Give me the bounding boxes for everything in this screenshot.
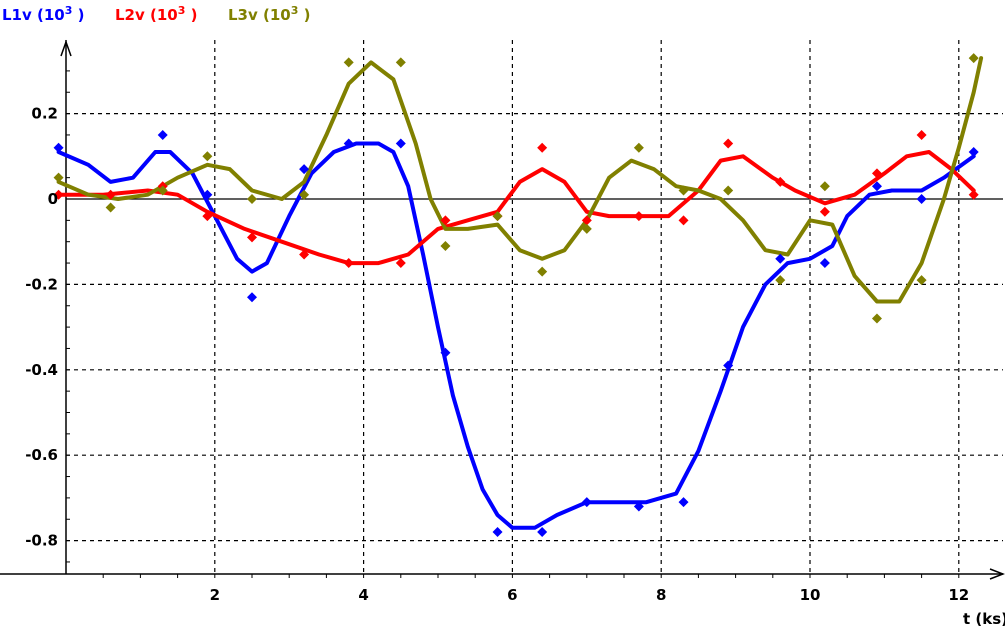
legend-entry-3: L3v (103 ) xyxy=(228,4,310,24)
y-tick-label: -0.8 xyxy=(25,532,58,550)
x-tick-label: 8 xyxy=(656,586,666,604)
series-points xyxy=(53,53,979,538)
data-point-series-3 xyxy=(871,313,882,324)
data-point-series-2 xyxy=(678,215,689,226)
data-point-series-1 xyxy=(299,164,310,175)
data-point-series-1 xyxy=(157,129,168,140)
x-tick-label: 10 xyxy=(800,586,821,604)
data-point-series-3 xyxy=(723,185,734,196)
data-point-series-1 xyxy=(871,181,882,192)
data-point-series-1 xyxy=(633,501,644,512)
data-point-series-1 xyxy=(678,497,689,508)
data-point-series-3 xyxy=(633,142,644,153)
y-tick-label: -0.6 xyxy=(25,446,58,464)
series-curve-3 xyxy=(56,56,984,304)
data-point-series-3 xyxy=(395,57,406,68)
data-point-series-2 xyxy=(299,249,310,260)
data-point-series-2 xyxy=(819,206,830,217)
data-point-series-3 xyxy=(343,57,354,68)
data-point-series-3 xyxy=(53,172,64,183)
data-point-series-1 xyxy=(723,360,734,371)
data-point-series-3 xyxy=(492,211,503,222)
series-curves xyxy=(56,56,984,530)
data-point-series-1 xyxy=(247,292,257,303)
data-point-series-1 xyxy=(916,194,927,204)
legend: L1v (103 ) L2v (103 ) L3v (103 ) xyxy=(2,4,310,24)
axes xyxy=(0,39,1005,580)
data-point-series-3 xyxy=(537,266,548,277)
data-point-series-3 xyxy=(247,194,257,204)
x-tick-label: 12 xyxy=(948,586,969,604)
data-point-series-3 xyxy=(440,240,451,251)
data-point-series-3 xyxy=(299,189,310,200)
y-tick-label: 0 xyxy=(48,190,58,208)
x-axis-label: t (ks) xyxy=(963,610,1005,628)
y-tick-label: 0.2 xyxy=(31,105,58,123)
grid xyxy=(66,40,1003,574)
data-point-series-1 xyxy=(53,142,64,153)
data-point-series-2 xyxy=(723,138,734,149)
data-point-series-3 xyxy=(202,151,213,162)
tick-labels: 2 4 6 8 10 12 0.2 0 -0.2 -0.4 -0.6 -0.8 xyxy=(25,105,969,604)
data-point-series-2 xyxy=(440,215,451,226)
data-point-series-1 xyxy=(440,347,451,358)
data-point-series-3 xyxy=(819,181,830,192)
data-point-series-2 xyxy=(581,215,592,226)
x-tick-label: 4 xyxy=(358,586,368,604)
data-point-series-2 xyxy=(202,211,213,222)
data-point-series-3 xyxy=(968,53,979,64)
data-point-series-1 xyxy=(819,258,830,269)
data-point-series-3 xyxy=(581,223,592,234)
data-point-series-1 xyxy=(202,189,213,200)
data-point-series-2 xyxy=(105,189,116,200)
y-axis-arrow xyxy=(60,39,72,57)
data-point-series-2 xyxy=(633,211,644,222)
x-tick-label: 6 xyxy=(507,586,517,604)
data-point-series-2 xyxy=(53,189,64,200)
data-point-series-2 xyxy=(775,176,786,187)
data-point-series-2 xyxy=(537,142,548,153)
data-point-series-2 xyxy=(968,189,979,200)
data-point-series-2 xyxy=(247,232,257,243)
data-point-series-3 xyxy=(157,185,168,196)
legend-entry-2: L2v (103 ) xyxy=(115,4,197,24)
data-point-series-2 xyxy=(916,129,927,140)
legend-entry-1: L1v (103 ) xyxy=(2,4,84,24)
data-point-series-1 xyxy=(395,138,406,149)
y-tick-label: -0.2 xyxy=(25,275,58,293)
data-point-series-1 xyxy=(968,147,979,158)
x-tick-label: 2 xyxy=(210,586,220,604)
data-point-series-3 xyxy=(678,185,689,196)
data-point-series-2 xyxy=(343,258,354,269)
data-point-series-3 xyxy=(916,275,927,286)
series-curve-1 xyxy=(56,141,976,530)
x-axis-arrow xyxy=(989,568,1005,580)
data-point-series-1 xyxy=(581,497,592,508)
data-point-series-3 xyxy=(775,275,786,286)
data-point-series-2 xyxy=(395,258,406,269)
data-point-series-1 xyxy=(492,527,503,538)
data-point-series-1 xyxy=(343,138,354,149)
data-point-series-3 xyxy=(105,202,116,213)
data-point-series-1 xyxy=(537,527,548,538)
y-tick-label: -0.4 xyxy=(25,361,58,379)
data-point-series-1 xyxy=(775,253,786,264)
data-point-series-2 xyxy=(871,168,882,179)
series-curve-2 xyxy=(56,150,976,266)
